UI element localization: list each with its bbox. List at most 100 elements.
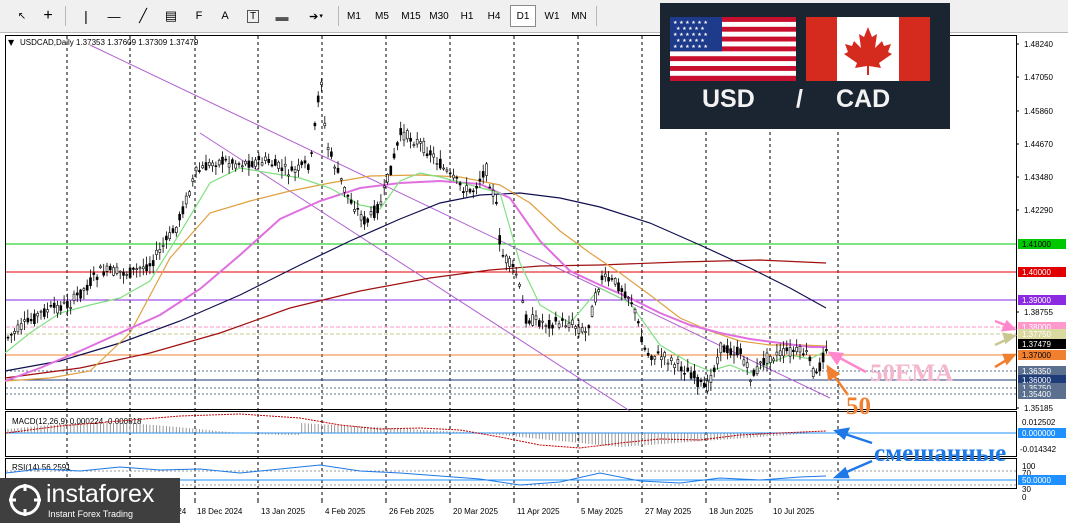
- candle-body: [250, 161, 254, 167]
- candle-body: [300, 161, 304, 165]
- candle-body: [191, 178, 195, 182]
- timeframe-mn[interactable]: MN: [571, 10, 587, 22]
- rsi-tick: 70: [1022, 469, 1031, 478]
- candle-body: [171, 228, 175, 233]
- timeframe-h4[interactable]: H4: [487, 10, 501, 22]
- candle-body: [178, 214, 181, 221]
- candle-body: [155, 249, 158, 255]
- candle-body: [620, 288, 624, 292]
- candle-body: [376, 204, 379, 214]
- candle-body: [260, 162, 264, 166]
- svg-text:★ ★ ★ ★ ★ ★: ★ ★ ★ ★ ★ ★: [673, 32, 708, 38]
- candle-body: [290, 166, 294, 171]
- candle-body: [455, 176, 459, 179]
- crosshair-tool-button[interactable]: +: [36, 5, 60, 27]
- rectangle-icon: ▬: [275, 8, 289, 24]
- candle-body: [702, 382, 706, 388]
- date-label: 20 Mar 2025: [453, 507, 498, 516]
- banner-cad-label: CAD: [836, 85, 891, 113]
- candle-body: [313, 122, 317, 127]
- candle-body: [825, 348, 828, 352]
- vertical-line-tool-button[interactable]: |: [74, 5, 98, 27]
- candle-body: [392, 153, 396, 159]
- timeframe-h1[interactable]: H1: [460, 10, 474, 22]
- candle-body: [429, 150, 432, 156]
- candle-body: [745, 362, 749, 368]
- price-tick-label: 1.35185: [1024, 404, 1053, 413]
- channel-tool-button[interactable]: ▤: [159, 5, 183, 27]
- candle-body: [399, 128, 403, 136]
- candle-body: [491, 189, 495, 197]
- candle-body: [775, 351, 779, 356]
- price-tag-label: 1.36000: [1022, 376, 1051, 385]
- price-tag: [1018, 267, 1066, 277]
- candle-body: [211, 162, 214, 167]
- candle-body: [788, 347, 792, 357]
- channel-lower-line: [199, 132, 631, 412]
- price-tag-label: 1.35750: [1022, 384, 1051, 393]
- candle-body: [419, 141, 422, 144]
- price-tag-label: 1.35400: [1022, 390, 1051, 399]
- candle-body: [132, 267, 135, 270]
- candle-body: [541, 320, 544, 323]
- trendline-tool-button[interactable]: ╱: [131, 5, 155, 27]
- price-tag-label: 1.41000: [1022, 240, 1051, 249]
- timeframe-m1[interactable]: M1: [347, 10, 361, 22]
- candle-body: [561, 318, 564, 321]
- candle-body: [13, 331, 16, 334]
- timeframe-m30[interactable]: M30: [429, 10, 449, 22]
- timeframe-d1[interactable]: D1: [510, 5, 536, 27]
- fibonacci-tool-button[interactable]: F: [187, 5, 211, 27]
- candle-body: [610, 278, 614, 280]
- candle-body: [818, 362, 822, 372]
- blue-rsi-arrow-icon: [832, 459, 873, 479]
- cursor-tool-button[interactable]: ↖: [10, 5, 34, 27]
- candle-body: [85, 284, 89, 291]
- orange-arrow-icon: [994, 353, 1017, 369]
- candle-body: [135, 268, 138, 270]
- candle-body: [241, 165, 244, 168]
- text-tool-button[interactable]: A: [213, 5, 237, 27]
- candle-body: [217, 159, 221, 166]
- chart-menu-icon[interactable]: ▼: [8, 38, 15, 47]
- candle-body: [798, 346, 802, 353]
- candle-body: [669, 357, 673, 361]
- blue-macd-arrow-icon: [833, 427, 873, 445]
- banner-slash-label: /: [796, 85, 803, 113]
- candle-body: [330, 151, 333, 157]
- horizontal-line-tool-button[interactable]: —: [102, 5, 126, 27]
- candle-body: [749, 380, 752, 382]
- shapes-tool-button[interactable]: ▬: [270, 5, 294, 27]
- candle-body: [231, 159, 234, 164]
- vertical-grid: [66, 36, 839, 500]
- candle-body: [396, 142, 399, 146]
- candle-body: [99, 265, 102, 268]
- candle-body: [811, 368, 815, 377]
- candle-body: [732, 353, 736, 356]
- candle-body: [208, 162, 211, 166]
- candle-body: [280, 167, 284, 171]
- timeframe-w1[interactable]: W1: [544, 10, 560, 22]
- candle-body: [234, 163, 237, 169]
- candle-body: [755, 366, 759, 375]
- macd-panel-frame: [5, 411, 1017, 457]
- price-tag: [1018, 329, 1066, 339]
- timeframe-m5[interactable]: M5: [375, 10, 389, 22]
- price-tag: [1018, 322, 1066, 332]
- banner-usd-label: USD: [702, 85, 755, 113]
- candle-body: [194, 166, 198, 172]
- candle-body: [607, 277, 610, 282]
- candle-body: [679, 366, 683, 372]
- label-tool-button[interactable]: T: [241, 5, 265, 27]
- candle-body: [128, 267, 132, 278]
- timeframe-m15[interactable]: M15: [401, 10, 421, 22]
- candle-body: [465, 185, 469, 192]
- arrows-tool-button[interactable]: ➔ ▾: [304, 5, 328, 27]
- candle-body: [175, 227, 178, 233]
- candle-body: [590, 306, 594, 317]
- dropdown-arrow-icon: ▾: [319, 13, 323, 20]
- candle-body: [462, 191, 465, 194]
- instaforex-watermark: instaforex Instant Forex Trading: [0, 478, 180, 523]
- candle-body: [353, 209, 356, 212]
- candle-body: [594, 292, 597, 303]
